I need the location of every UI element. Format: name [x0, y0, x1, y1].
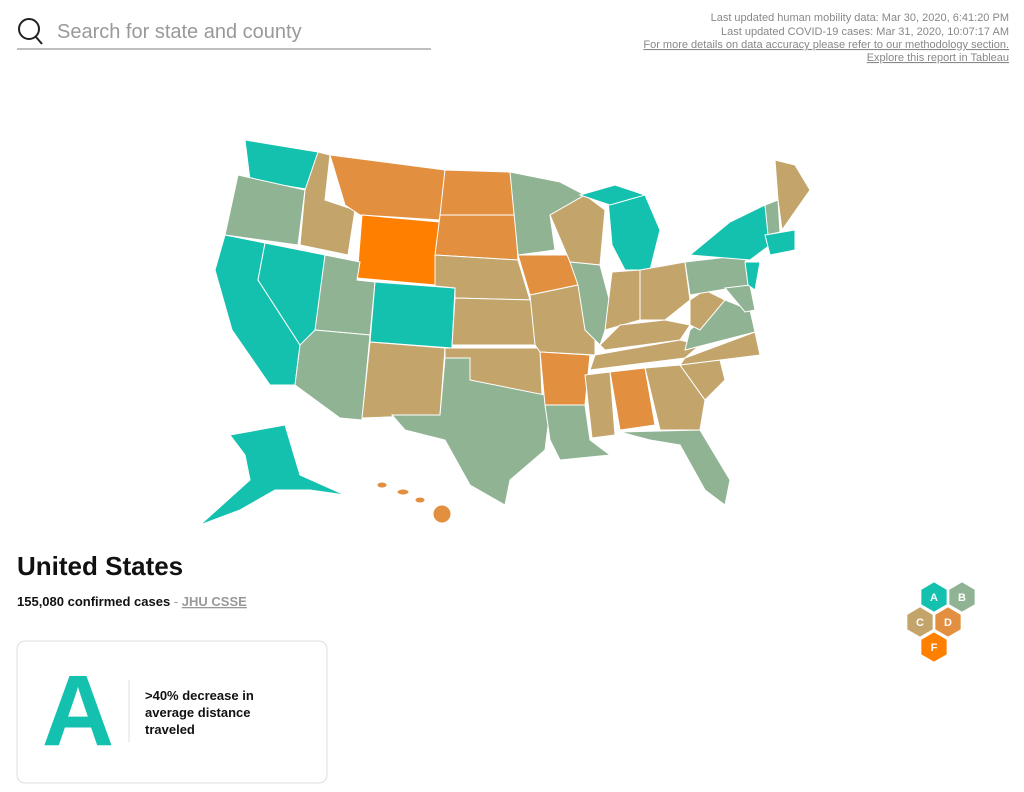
search-icon-handle — [35, 36, 43, 45]
card-description: traveled — [145, 722, 195, 737]
legend-hex — [905, 605, 935, 639]
legend-grade: A — [930, 592, 938, 604]
legend-hex — [919, 580, 949, 614]
card-grade: A — [42, 655, 114, 767]
legend-grade: C — [916, 617, 924, 629]
legend-hex — [933, 605, 963, 639]
card-description: average distance — [145, 705, 251, 720]
region-title: United States — [17, 551, 183, 581]
mobility-updated: Last updated human mobility data: Mar 30… — [711, 12, 1009, 24]
card-description: >40% decrease in — [145, 688, 254, 703]
search-placeholder: Search for state and county — [57, 21, 302, 43]
methodology-link[interactable]: For more details on data accuracy please… — [643, 39, 1009, 51]
legend-grade: B — [958, 592, 966, 604]
tableau-link[interactable]: Explore this report in Tableau — [867, 52, 1009, 64]
legend-grade: F — [931, 642, 938, 654]
legend-hex — [919, 630, 949, 664]
source-link[interactable]: JHU CSSE — [182, 594, 247, 609]
legend-hex — [947, 580, 977, 614]
search-box[interactable]: Search for state and county — [17, 18, 431, 50]
search-icon — [18, 18, 40, 40]
grade-legend: A B C D F — [905, 580, 977, 664]
cases: 155,080 confirmed cases — [17, 594, 170, 609]
cases-updated: Last updated COVID-19 cases: Mar 31, 202… — [721, 26, 1009, 38]
region-cases-line: 155,080 confirmed cases - JHU CSSE — [17, 594, 247, 609]
legend-grade: D — [944, 617, 952, 629]
grade-card — [16, 640, 328, 784]
us-map[interactable] — [199, 139, 811, 526]
separator: - — [170, 594, 182, 609]
